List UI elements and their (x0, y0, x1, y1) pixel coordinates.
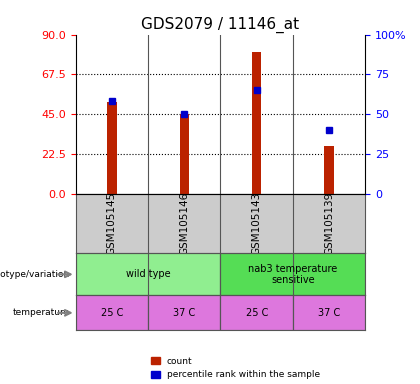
Text: 37 C: 37 C (318, 308, 340, 318)
Bar (252, 52, 261, 194)
Bar (180, 114, 189, 194)
Text: GSM105146: GSM105146 (179, 192, 189, 255)
Text: wild type: wild type (126, 269, 171, 279)
Title: GDS2079 / 11146_at: GDS2079 / 11146_at (142, 17, 299, 33)
Text: 25 C: 25 C (101, 308, 123, 318)
Text: GSM105145: GSM105145 (107, 192, 117, 255)
Text: GSM105139: GSM105139 (324, 192, 334, 255)
Bar (107, 102, 116, 194)
Bar (220, 295, 293, 330)
Bar (148, 295, 221, 330)
Text: 25 C: 25 C (246, 308, 268, 318)
Bar (293, 295, 365, 330)
Text: nab3 temperature
sensitive: nab3 temperature sensitive (248, 263, 338, 285)
Bar (325, 146, 334, 194)
Legend: count, percentile rank within the sample: count, percentile rank within the sample (150, 357, 320, 379)
Bar (220, 253, 365, 295)
Text: temperature: temperature (13, 308, 70, 317)
Text: GSM105143: GSM105143 (252, 192, 262, 255)
Text: genotype/variation: genotype/variation (0, 270, 70, 279)
Bar (76, 295, 148, 330)
Bar (76, 253, 220, 295)
Text: 37 C: 37 C (173, 308, 195, 318)
